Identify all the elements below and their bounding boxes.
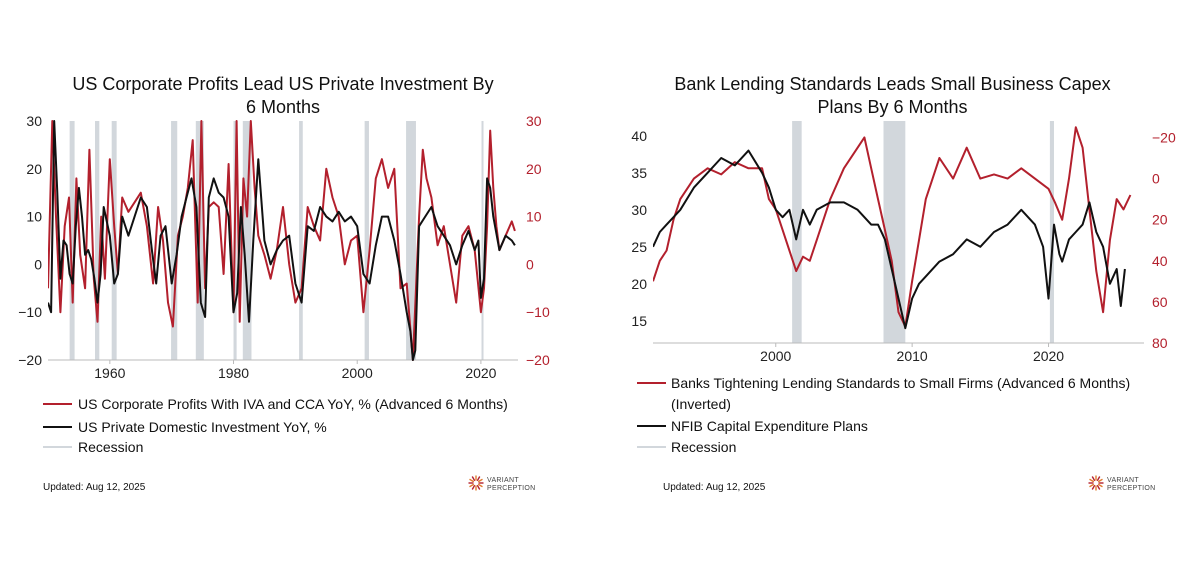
recession-band xyxy=(299,121,303,360)
chart-title-line: Plans By 6 Months xyxy=(817,97,967,117)
y-left-tick-label: 35 xyxy=(631,165,647,181)
logo-text-line1: VARIANT xyxy=(1107,477,1139,484)
legend-label: US Private Domestic Investment YoY, % xyxy=(78,419,327,435)
y-left-tick-label: −10 xyxy=(18,304,42,320)
chart-panel-lending-capex: Bank Lending Standards Leads Small Busin… xyxy=(600,0,1200,566)
y-right-tick-label: 0 xyxy=(526,256,534,272)
y-right-tick-label: −20 xyxy=(1152,129,1176,145)
y-right-tick-label: −20 xyxy=(526,352,550,368)
x-tick-label: 2000 xyxy=(342,365,373,381)
series-line-black xyxy=(48,120,516,361)
logo-ray xyxy=(1096,476,1101,482)
y-left-tick-label: 40 xyxy=(631,128,647,144)
logo-ray xyxy=(1089,478,1095,483)
y-right-tick-label: 80 xyxy=(1152,335,1168,351)
x-tick-label: 1980 xyxy=(218,365,249,381)
y-right-tick-label: 0 xyxy=(1152,171,1160,187)
logo-ray xyxy=(1097,478,1103,483)
y-right-tick-label: −10 xyxy=(526,304,550,320)
chart-lending-capex: Bank Lending Standards Leads Small Busin… xyxy=(631,74,1176,493)
y-left-tick-label: 30 xyxy=(26,113,42,129)
logo-ray xyxy=(1091,476,1096,482)
series-group xyxy=(653,126,1132,330)
updated-date: Updated: Aug 12, 2025 xyxy=(43,482,146,493)
y-right-tick-label: 20 xyxy=(526,161,542,177)
y-left-tick-label: 0 xyxy=(34,256,42,272)
x-tick-label: 2020 xyxy=(465,365,496,381)
y-right-tick-label: 20 xyxy=(1152,212,1168,228)
logo-ray xyxy=(469,483,475,488)
y-left-tick-label: 20 xyxy=(26,161,42,177)
logo-ray xyxy=(476,484,481,490)
recession-band xyxy=(111,121,117,360)
logo-ray xyxy=(477,483,483,488)
chart-title-line: Bank Lending Standards Leads Small Busin… xyxy=(674,74,1110,94)
logo-ray xyxy=(471,484,476,490)
y-left-tick-label: 10 xyxy=(26,209,42,225)
logo-ray xyxy=(1089,483,1095,488)
series-group xyxy=(48,120,516,361)
logo-ray xyxy=(1091,484,1096,490)
logo-ray xyxy=(469,478,475,483)
recession-band xyxy=(69,121,75,360)
logo-ray xyxy=(476,476,481,482)
y-left-tick-label: 15 xyxy=(631,313,647,329)
x-tick-label: 1960 xyxy=(94,365,125,381)
logo-ray xyxy=(477,478,483,483)
legend-label: NFIB Capital Expenditure Plans xyxy=(671,418,868,434)
y-right-tick-label: 30 xyxy=(526,113,542,129)
y-right-tick-label: 40 xyxy=(1152,253,1168,269)
recession-band xyxy=(1049,121,1054,343)
logo-text-line1: VARIANT xyxy=(487,477,519,484)
logo-text-line2: PERCEPTION xyxy=(1107,485,1156,492)
y-left-tick-label: 25 xyxy=(631,239,647,255)
series-line-red xyxy=(48,120,516,361)
recession-band xyxy=(481,121,484,360)
chart-title-line: US Corporate Profits Lead US Private Inv… xyxy=(72,74,493,94)
x-tick-label: 2000 xyxy=(760,348,791,364)
y-right-tick-label: 10 xyxy=(526,209,542,225)
legend-label: Recession xyxy=(78,439,143,455)
chart-title-line: 6 Months xyxy=(246,97,320,117)
recession-band xyxy=(95,121,100,360)
x-tick-label: 2010 xyxy=(897,348,928,364)
logo-ray xyxy=(471,476,476,482)
recession-band xyxy=(242,121,252,360)
logo-text-line2: PERCEPTION xyxy=(487,485,536,492)
recession-band xyxy=(171,121,178,360)
chart-profits-investment: US Corporate Profits Lead US Private Inv… xyxy=(18,74,550,493)
chart-panel-profits-investment: US Corporate Profits Lead US Private Inv… xyxy=(18,74,550,493)
logo-ray xyxy=(1096,484,1101,490)
recession-band xyxy=(883,121,906,343)
y-left-tick-label: 20 xyxy=(631,276,647,292)
legend-label: US Corporate Profits With IVA and CCA Yo… xyxy=(78,396,508,412)
recession-band xyxy=(406,121,416,360)
y-left-tick-label: 30 xyxy=(631,202,647,218)
legend-label: Recession xyxy=(671,439,736,455)
series-line-black xyxy=(653,149,1126,330)
legend-label-continued: (Inverted) xyxy=(671,396,731,412)
legend-label: Banks Tightening Lending Standards to Sm… xyxy=(671,375,1130,391)
y-left-tick-label: −20 xyxy=(18,352,42,368)
y-right-tick-label: 60 xyxy=(1152,294,1168,310)
logo-ray xyxy=(1097,483,1103,488)
updated-date: Updated: Aug 12, 2025 xyxy=(663,482,766,493)
recession-bands xyxy=(792,121,1054,343)
x-tick-label: 2020 xyxy=(1033,348,1064,364)
recession-band xyxy=(364,121,369,360)
